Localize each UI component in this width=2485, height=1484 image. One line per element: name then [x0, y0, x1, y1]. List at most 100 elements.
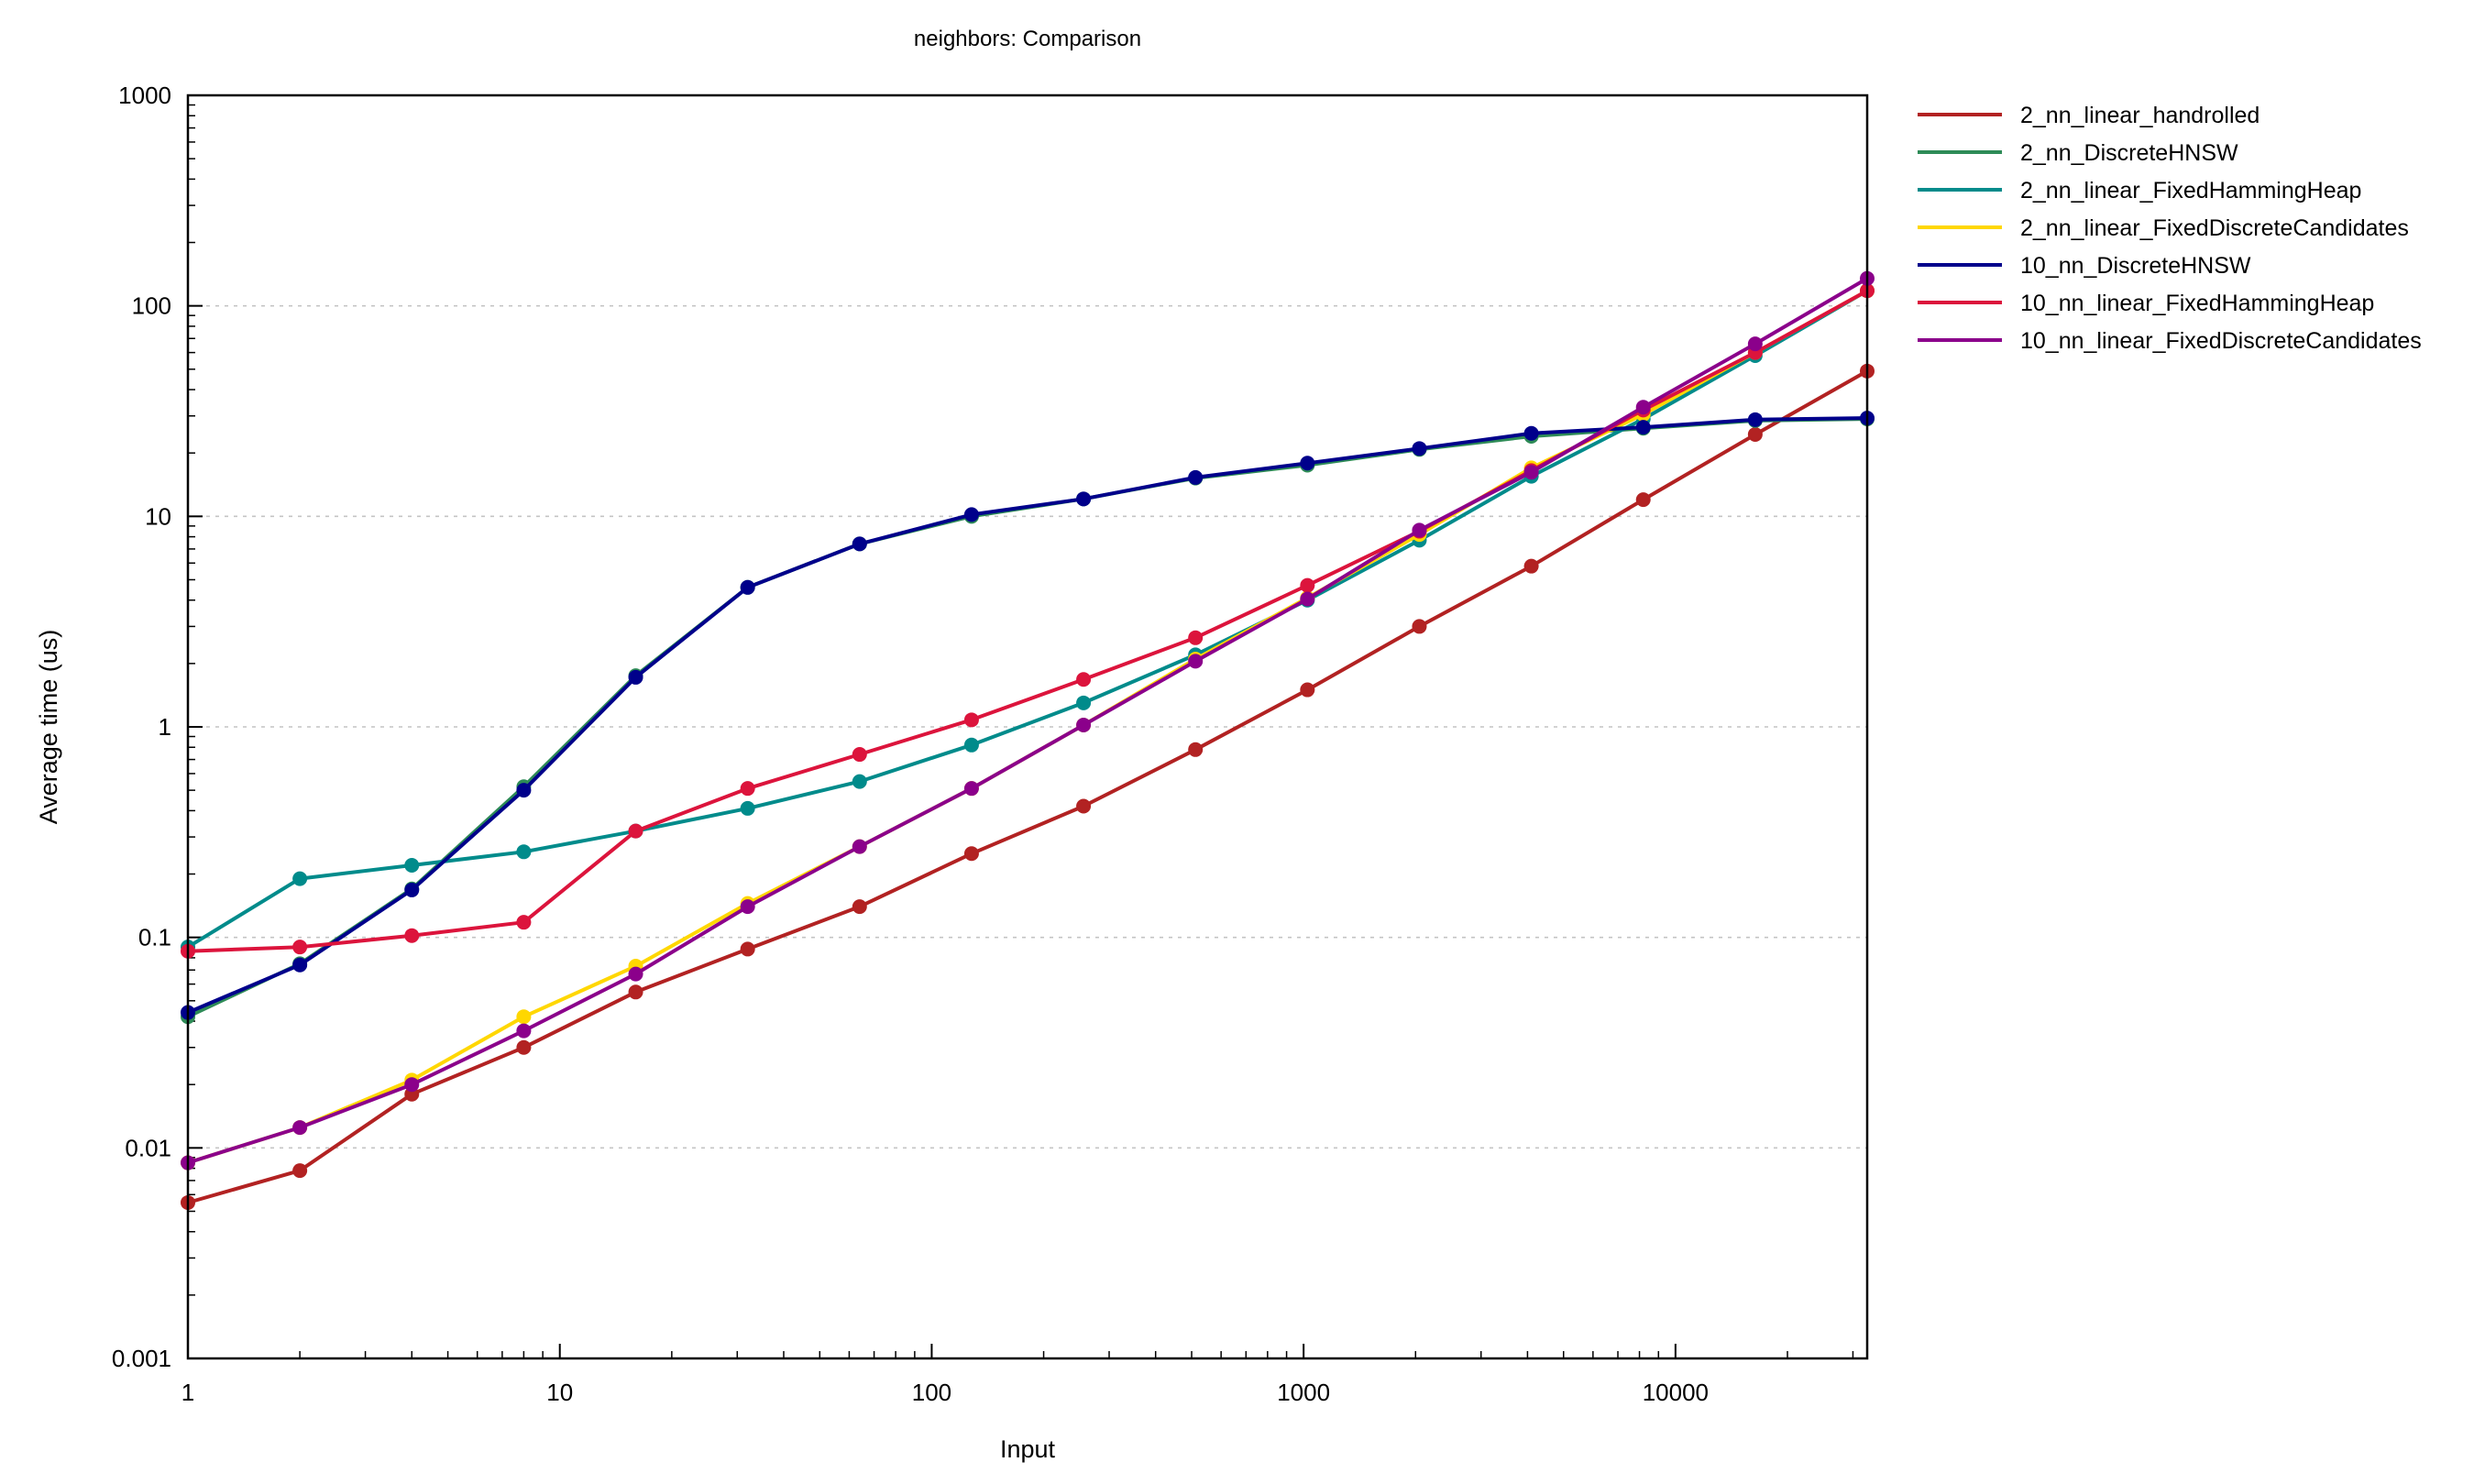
plot-area-frame	[186, 93, 1869, 1360]
legend-item: 2_nn_linear_handrolled	[1918, 103, 2260, 128]
series-line	[187, 276, 1869, 1165]
legend-item: 2_nn_DiscreteHNSW	[1918, 140, 2238, 166]
legend-label: 10_nn_DiscreteHNSW	[2020, 253, 2251, 279]
data-point	[852, 536, 867, 552]
data-point	[1635, 400, 1651, 415]
y-tick-label: 0.001	[112, 1345, 171, 1372]
data-point	[628, 669, 643, 685]
data-point	[1300, 456, 1315, 471]
legend-label: 2_nn_DiscreteHNSW	[2020, 140, 2238, 166]
data-point	[740, 781, 755, 797]
data-point	[404, 1077, 420, 1093]
data-point	[292, 1120, 308, 1136]
y-tick-label: 1000	[118, 82, 171, 109]
data-point	[404, 882, 420, 897]
data-point	[852, 899, 867, 915]
data-point	[852, 774, 867, 789]
legend: 2_nn_linear_handrolled 2_nn_DiscreteHNSW 2…	[1918, 103, 2422, 354]
legend-item: 10_nn_DiscreteHNSW	[1918, 253, 2251, 279]
data-point	[1076, 798, 1092, 814]
data-point	[1747, 426, 1763, 442]
y-tick-label: 0.1	[138, 924, 171, 951]
data-point	[292, 957, 308, 973]
data-point	[963, 737, 979, 753]
data-point	[1076, 718, 1092, 733]
legend-label: 10_nn_linear_FixedDiscreteCandidates	[2020, 328, 2422, 354]
data-point	[1747, 336, 1763, 352]
data-point	[1076, 695, 1092, 710]
data-point	[1635, 492, 1651, 508]
data-point	[1076, 672, 1092, 687]
y-tick-label: 100	[132, 292, 171, 320]
data-point	[1300, 577, 1315, 593]
data-point	[516, 1039, 532, 1055]
y-tick-label: 0.01	[125, 1134, 171, 1161]
legend-label: 10_nn_linear_FixedHammingHeap	[2020, 291, 2374, 316]
data-point	[404, 928, 420, 943]
data-point	[740, 899, 755, 915]
data-point	[516, 783, 532, 798]
data-point	[628, 966, 643, 982]
legend-label: 2_nn_linear_FixedDiscreteCandidates	[2020, 215, 2409, 241]
data-point	[1188, 469, 1204, 485]
data-point	[1412, 441, 1427, 456]
data-point	[963, 846, 979, 862]
y-axis-label: Average time (us)	[35, 630, 62, 825]
x-axis-label: Input	[1000, 1435, 1056, 1463]
data-point	[516, 1009, 532, 1025]
y-tick-label: 10	[145, 502, 171, 530]
data-point	[292, 940, 308, 955]
data-point	[404, 858, 420, 874]
data-point	[852, 839, 867, 854]
data-point	[516, 844, 532, 860]
x-tick-label: 1000	[1277, 1379, 1330, 1406]
series-group	[181, 363, 1875, 1210]
legend-item: 10_nn_linear_FixedDiscreteCandidates	[1918, 328, 2422, 354]
legend-label: 2_nn_linear_FixedHammingHeap	[2020, 178, 2361, 203]
data-point	[1412, 619, 1427, 634]
data-point	[292, 871, 308, 886]
legend-item: 10_nn_linear_FixedHammingHeap	[1918, 291, 2374, 316]
legend-item: 2_nn_linear_FixedHammingHeap	[1918, 178, 2361, 203]
data-point	[1188, 630, 1204, 645]
data-point	[628, 984, 643, 1000]
data-point	[740, 800, 755, 816]
x-tick-label: 10000	[1643, 1379, 1709, 1406]
y-tick-label: 1	[159, 713, 171, 741]
data-point	[963, 712, 979, 728]
x-tick-label: 100	[912, 1379, 951, 1406]
series-lines	[181, 270, 1875, 1210]
data-point	[740, 941, 755, 957]
x-tick-label: 1	[181, 1379, 194, 1406]
data-point	[516, 1023, 532, 1039]
data-point	[963, 781, 979, 797]
data-point	[1076, 491, 1092, 507]
data-point	[1635, 420, 1651, 435]
data-point	[963, 507, 979, 522]
data-point	[1300, 591, 1315, 607]
data-point	[1188, 654, 1204, 669]
data-point	[292, 1163, 308, 1179]
data-point	[1188, 742, 1204, 757]
data-point	[852, 747, 867, 763]
data-point	[516, 915, 532, 930]
legend-item: 2_nn_linear_FixedDiscreteCandidates	[1918, 215, 2409, 241]
legend-label: 2_nn_linear_handrolled	[2020, 103, 2260, 128]
data-point	[740, 579, 755, 595]
data-point	[1412, 522, 1427, 538]
series-line	[187, 369, 1868, 1204]
data-point	[1523, 465, 1539, 480]
series-line	[187, 416, 1868, 1015]
data-point	[628, 823, 643, 839]
data-point	[1523, 558, 1539, 574]
data-point	[1747, 412, 1763, 427]
chart-title: neighbors: Comparison	[914, 27, 1141, 51]
data-point	[1523, 425, 1539, 441]
series-group	[181, 270, 1875, 1171]
data-point	[1300, 682, 1315, 698]
x-tick-label: 10	[546, 1379, 573, 1406]
series-line	[186, 289, 1869, 949]
